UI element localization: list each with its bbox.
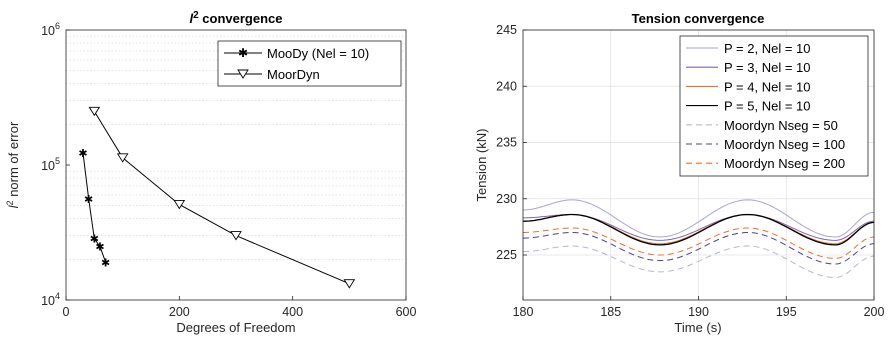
legend-label-moody: MooDy (Nel = 10) — [267, 46, 369, 61]
chart-title-left: l2 convergence — [189, 10, 282, 26]
series-line-1 — [523, 199, 875, 238]
y-tick-label-right: 230 — [496, 192, 517, 206]
x-tick-label-right: 190 — [688, 305, 709, 319]
data-point-moordyn — [173, 200, 186, 210]
x-axis-label-right: Time (s) — [674, 320, 721, 335]
y-tick-label-left: 105 — [41, 156, 60, 173]
series-right — [522, 199, 875, 279]
y-tick-label-right: 240 — [496, 79, 517, 93]
y-tick-label-left: 106 — [41, 21, 60, 38]
legend-marker-moordyn — [237, 69, 249, 79]
x-tick-label-right: 180 — [513, 305, 534, 319]
series-left: ✱✱✱✱✱ — [78, 106, 356, 289]
series-line-moody — [82, 152, 107, 263]
data-point-moody: ✱ — [95, 241, 104, 254]
x-tick-label-right: 200 — [864, 305, 885, 319]
series-line-7 — [523, 227, 875, 259]
y-axis-label-right: Tension (kN) — [474, 129, 489, 202]
y-tick-label-right: 245 — [496, 23, 517, 37]
series-line-4 — [522, 213, 875, 246]
data-point-moody: ✱ — [90, 233, 99, 246]
data-point-moody: ✱ — [78, 147, 87, 160]
series-line-5 — [523, 245, 875, 279]
series-line-6 — [523, 231, 874, 265]
legend-marker-moody: ✱ — [238, 46, 248, 60]
legend-label-moordyn: MoorDyn — [267, 67, 320, 82]
legend-right: P = 2, Nel = 10 P = 3, Nel = 10 P = 4, Nel… — [686, 41, 845, 171]
x-tick-label-left: 400 — [282, 305, 303, 319]
y-ticks-right: 225 230 235 240 245 — [496, 23, 527, 262]
y-ticks-left: 104 105 106 — [41, 21, 70, 308]
y-tick-label-left: 104 — [41, 291, 60, 308]
chart-title-right: Tension convergence — [632, 11, 765, 26]
legend-label-6: Moordyn Nseg = 100 — [724, 137, 845, 152]
chart-tension-convergence: 180 185 190 195 200 225 230 235 240 245 Tension … — [474, 11, 884, 335]
data-point-moordyn — [343, 279, 356, 289]
data-point-moody: ✱ — [101, 256, 110, 269]
legend-left: ✱ MooDy (Nel = 10) MoorDyn — [217, 40, 402, 87]
x-tick-label-right: 195 — [776, 305, 797, 319]
legend-label-7: Moordyn Nseg = 200 — [724, 156, 845, 171]
data-point-moordyn — [230, 231, 242, 241]
y-axis-label-left: l2 norm of error — [5, 121, 21, 208]
legend-label-2: P = 3, Nel = 10 — [724, 60, 811, 75]
x-tick-label-left: 600 — [396, 305, 417, 319]
legend-label-1: P = 2, Nel = 10 — [724, 41, 811, 56]
data-point-moody: ✱ — [84, 193, 93, 206]
y-tick-label-right: 225 — [496, 248, 517, 262]
legend-label-3: P = 4, Nel = 10 — [724, 79, 811, 94]
x-ticks-right: 180 185 190 195 200 — [513, 296, 885, 319]
data-point-moordyn — [88, 106, 101, 117]
grid-left — [66, 35, 406, 260]
legend-label-5: Moordyn Nseg = 50 — [724, 118, 838, 133]
x-tick-label-right: 185 — [600, 305, 621, 319]
x-tick-label-left: 200 — [169, 305, 190, 319]
x-ticks-left: 0 200 400 600 — [63, 296, 417, 319]
x-tick-label-left: 0 — [63, 305, 70, 319]
data-point-moordyn — [116, 153, 129, 163]
legend-label-4: P = 5, Nel = 10 — [724, 99, 811, 114]
y-tick-label-right: 235 — [496, 136, 517, 150]
x-axis-label-left: Degrees of Freedom — [176, 320, 295, 335]
legend-box-left — [217, 40, 402, 87]
